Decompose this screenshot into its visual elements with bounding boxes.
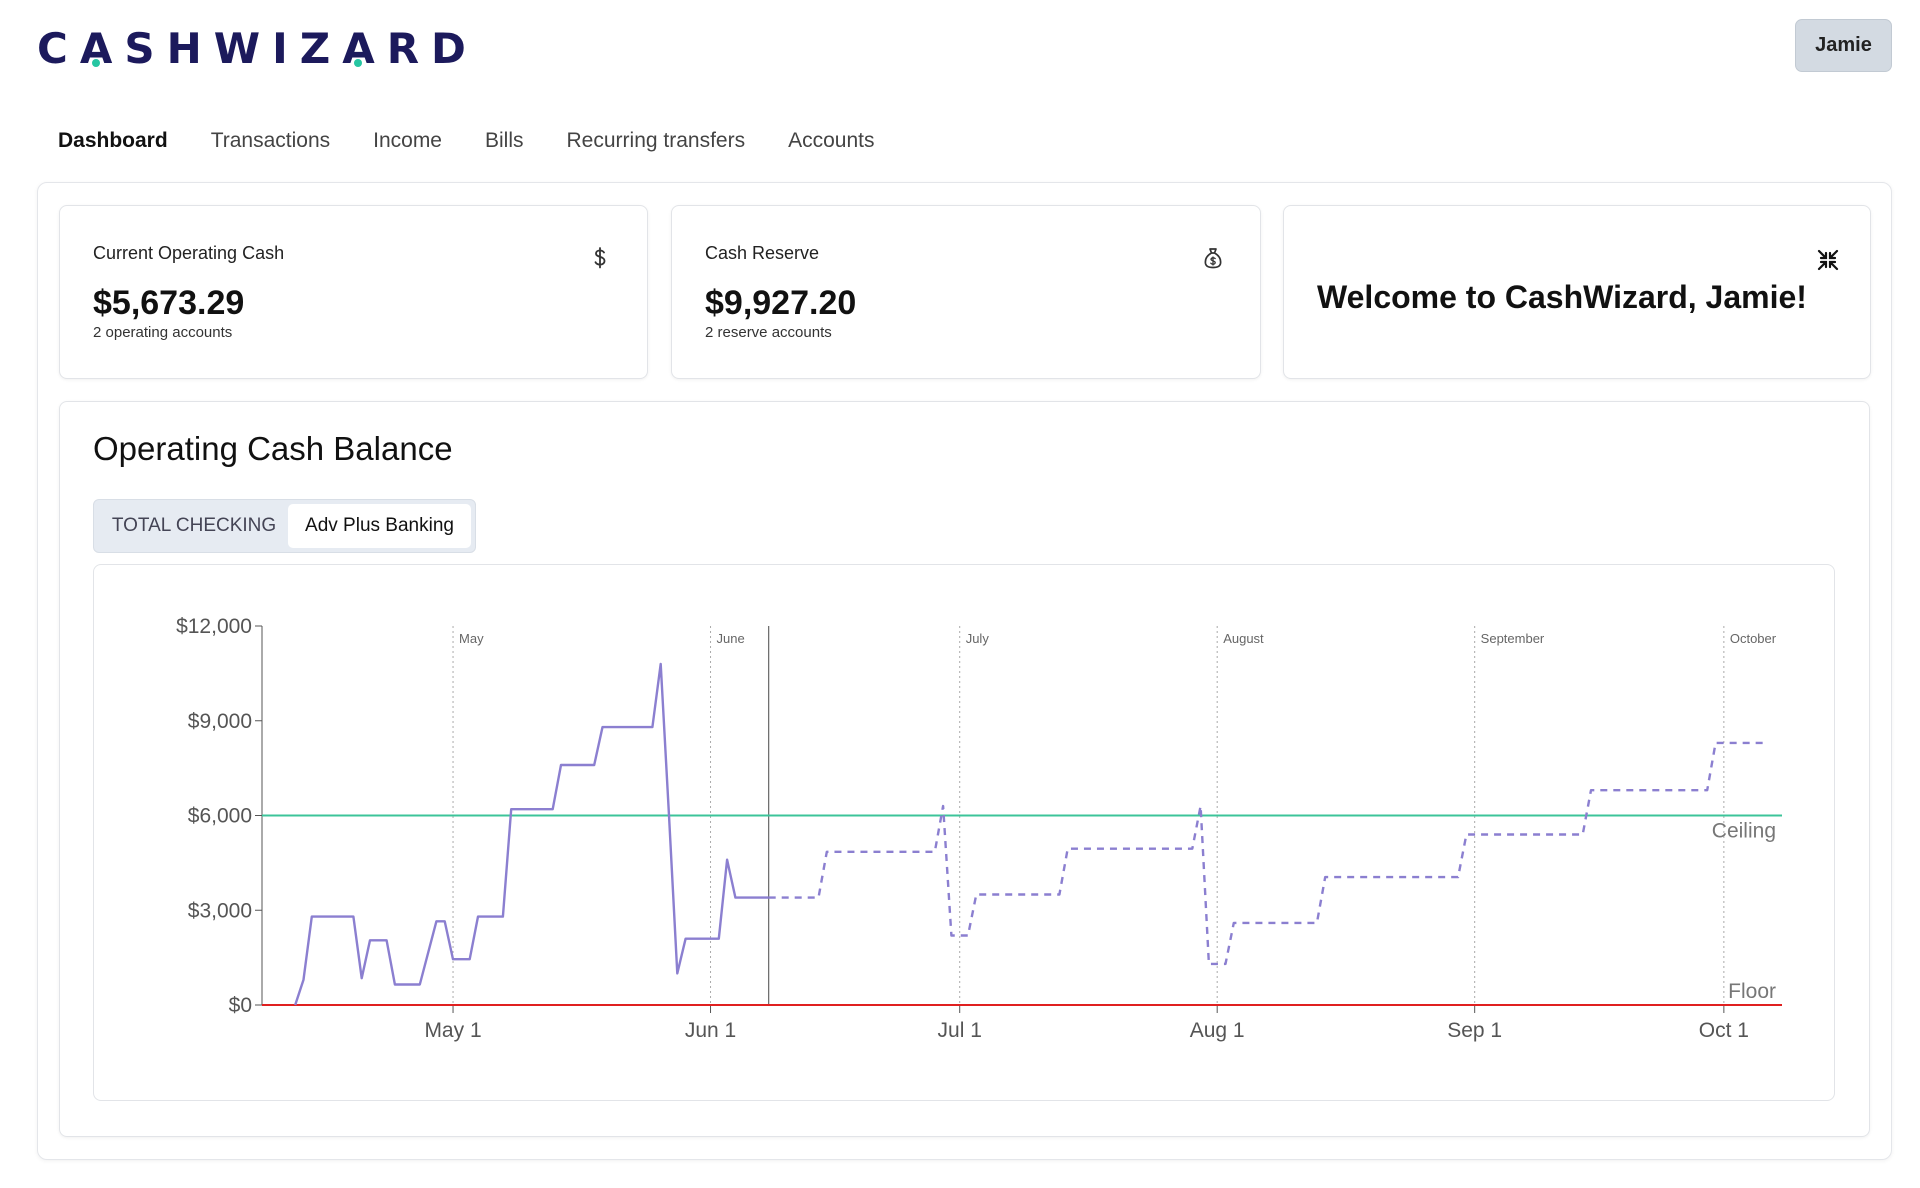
nav-income[interactable]: Income [373,129,442,152]
month-label: September [1481,631,1545,646]
money-bag-icon [1201,246,1225,270]
dollar-icon [588,246,612,270]
floor-label: Floor [1728,980,1776,1003]
operating-accounts-count: 2 operating accounts [93,324,233,341]
welcome-message: Welcome to CashWizard, Jamie! [1317,279,1807,315]
dashboard-panel [37,182,1892,1160]
cash-reserve-label: Cash Reserve [705,243,820,263]
operating-cash-amount: $5,673.29 [93,284,245,322]
month-label: August [1223,631,1264,646]
x-tick-label: Aug 1 [1190,1019,1245,1042]
chart-frame [93,564,1835,1101]
y-tick-label: $12,000 [176,615,252,638]
cash-reserve-amount: $9,927.20 [705,284,857,322]
x-tick-label: May 1 [424,1019,481,1042]
x-tick-label: Jun 1 [685,1019,736,1042]
projected-balance-line [768,741,1766,966]
tab-total-checking[interactable]: TOTAL CHECKING [111,515,277,536]
y-tick-label: $0 [229,994,252,1017]
cash-reserve-card: Cash Reserve $9,927.20 2 reserve account… [671,205,1261,379]
y-tick-label: $3,000 [188,899,252,922]
x-tick-label: Oct 1 [1699,1019,1749,1042]
logo[interactable]: CA SHWIZA RD [37,22,478,74]
chart-title: Operating Cash Balance [93,430,453,467]
welcome-card: Welcome to CashWizard, Jamie! [1283,205,1871,379]
month-label: July [966,631,990,646]
tab-adv-plus-banking[interactable]: Adv Plus Banking [288,504,471,548]
reserve-accounts-count: 2 reserve accounts [705,324,832,341]
nav-accounts[interactable]: Accounts [788,129,875,152]
month-label: October [1730,631,1777,646]
x-tick-label: Jul 1 [938,1019,982,1042]
main-nav: Dashboard Transactions Income Bills Recu… [58,126,917,156]
operating-cash-balance-card [59,401,1870,1137]
ceiling-label: Ceiling [1712,820,1776,843]
user-menu-button[interactable]: Jamie [1795,19,1892,72]
nav-dashboard[interactable]: Dashboard [58,129,168,152]
operating-cash-label: Current Operating Cash [93,243,285,263]
actual-balance-line [294,662,769,1006]
nav-recurring-transfers[interactable]: Recurring transfers [566,129,746,152]
account-tabs: TOTAL CHECKING Adv Plus Banking [93,499,476,553]
x-tick-label: Sep 1 [1447,1019,1502,1042]
close-icon[interactable] [1816,248,1840,272]
logo-text: CA SHWIZA RD [37,23,478,73]
y-tick-label: $9,000 [188,710,252,733]
month-label: May [459,631,484,646]
month-label: June [717,631,745,646]
y-tick-label: $6,000 [188,805,252,828]
operating-cash-card: Current Operating Cash $5,673.29 2 opera… [59,205,648,379]
nav-transactions[interactable]: Transactions [210,129,331,152]
nav-bills[interactable]: Bills [485,129,524,152]
